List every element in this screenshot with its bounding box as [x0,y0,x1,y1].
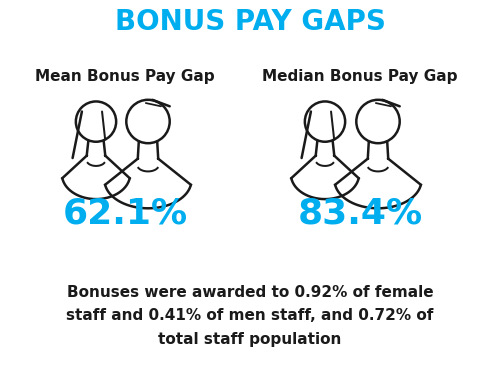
Text: BONUS PAY GAPS: BONUS PAY GAPS [114,8,386,36]
Text: 83.4%: 83.4% [298,197,422,231]
Text: Bonuses were awarded to 0.92% of female
staff and 0.41% of men staff, and 0.72% : Bonuses were awarded to 0.92% of female … [66,285,434,347]
Text: 62.1%: 62.1% [62,197,188,231]
Text: Median Bonus Pay Gap: Median Bonus Pay Gap [262,68,458,83]
Text: Mean Bonus Pay Gap: Mean Bonus Pay Gap [35,68,215,83]
